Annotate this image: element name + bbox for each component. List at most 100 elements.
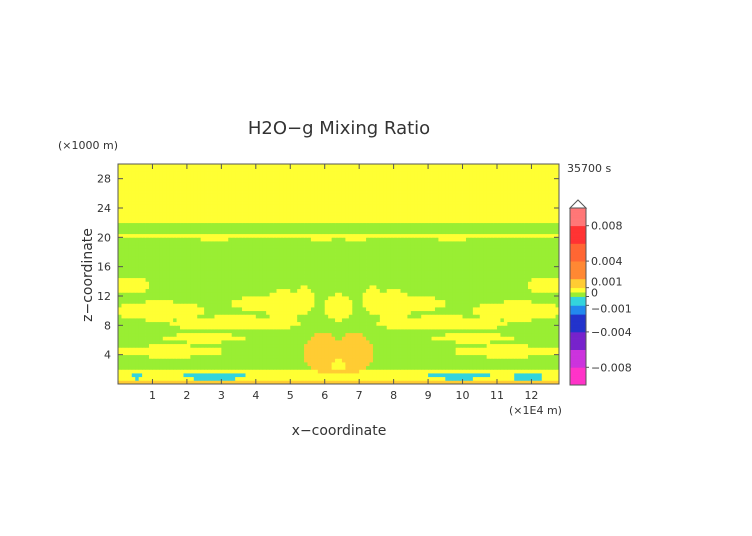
heatmap-cell bbox=[152, 281, 157, 286]
heatmap-cell bbox=[465, 285, 470, 290]
heatmap-cell bbox=[514, 292, 519, 297]
heatmap-cell bbox=[235, 380, 239, 385]
heatmap-cell bbox=[290, 288, 295, 293]
heatmap-cell bbox=[207, 277, 212, 282]
heatmap-cell bbox=[200, 332, 205, 337]
heatmap-cell bbox=[307, 241, 312, 246]
heatmap-cell bbox=[527, 255, 532, 260]
heatmap-cell bbox=[304, 380, 308, 385]
heatmap-cell bbox=[283, 299, 288, 304]
heatmap-cell bbox=[483, 252, 488, 257]
heatmap-cell bbox=[328, 252, 333, 257]
heatmap-cell bbox=[255, 299, 260, 304]
heatmap-cell bbox=[131, 252, 136, 257]
heatmap-cell bbox=[331, 270, 336, 275]
heatmap-cell bbox=[262, 281, 267, 286]
heatmap-cell bbox=[176, 281, 181, 286]
heatmap-cell bbox=[472, 351, 477, 356]
heatmap-cell bbox=[286, 332, 291, 337]
heatmap-cell bbox=[407, 354, 412, 359]
heatmap-cell bbox=[135, 347, 140, 352]
heatmap-cell bbox=[521, 299, 525, 304]
heatmap-cell bbox=[459, 285, 463, 290]
heatmap-cell bbox=[445, 266, 450, 271]
heatmap-cell bbox=[452, 241, 457, 246]
heatmap-cell bbox=[180, 310, 184, 315]
heatmap-cell bbox=[121, 336, 126, 341]
heatmap-cell bbox=[242, 343, 246, 348]
heatmap-cell bbox=[407, 274, 412, 279]
heatmap-cell bbox=[455, 244, 460, 249]
heatmap-cell bbox=[297, 325, 302, 330]
heatmap-cell bbox=[338, 376, 343, 381]
heatmap-cell bbox=[459, 325, 463, 330]
heatmap-cell bbox=[248, 332, 253, 337]
heatmap-cell bbox=[231, 369, 236, 374]
heatmap-cell bbox=[369, 252, 374, 257]
heatmap-cell bbox=[159, 376, 164, 381]
heatmap-cell bbox=[362, 266, 367, 271]
heatmap-cell bbox=[348, 310, 353, 315]
heatmap-cell bbox=[145, 329, 150, 334]
heatmap-cell bbox=[235, 362, 239, 367]
heatmap-cell bbox=[283, 329, 288, 334]
heatmap-cell bbox=[145, 241, 150, 246]
heatmap-cell bbox=[483, 244, 488, 249]
heatmap-cell bbox=[293, 288, 298, 293]
heatmap-cell bbox=[121, 299, 126, 304]
heatmap-cell bbox=[555, 351, 560, 356]
heatmap-cell bbox=[335, 325, 339, 330]
heatmap-cell bbox=[328, 343, 333, 348]
heatmap-cell bbox=[369, 343, 374, 348]
heatmap-cell bbox=[510, 270, 515, 275]
heatmap-cell bbox=[131, 274, 136, 279]
heatmap-cell bbox=[462, 285, 467, 290]
heatmap-cell bbox=[279, 274, 284, 279]
heatmap-cell bbox=[431, 362, 436, 367]
heatmap-cell bbox=[166, 362, 171, 367]
heatmap-cell bbox=[438, 285, 443, 290]
heatmap-cell bbox=[486, 266, 491, 271]
heatmap-cell bbox=[552, 365, 556, 370]
heatmap-cell bbox=[390, 347, 395, 352]
heatmap-cell bbox=[197, 347, 202, 352]
heatmap-cell bbox=[476, 266, 481, 271]
heatmap-cell bbox=[304, 373, 308, 378]
heatmap-cell bbox=[259, 244, 264, 249]
heatmap-cell bbox=[217, 274, 222, 279]
heatmap-cell bbox=[252, 318, 257, 323]
heatmap-cell bbox=[279, 270, 284, 275]
heatmap-cell bbox=[155, 248, 160, 253]
heatmap-cell bbox=[490, 285, 494, 290]
heatmap-cell bbox=[376, 336, 381, 341]
heatmap-cell bbox=[448, 241, 453, 246]
heatmap-cell bbox=[455, 351, 460, 356]
heatmap-cell bbox=[266, 325, 270, 330]
heatmap-cell bbox=[376, 314, 381, 319]
heatmap-cell bbox=[424, 248, 429, 253]
heatmap-cell bbox=[465, 307, 470, 312]
heatmap-cell bbox=[534, 285, 539, 290]
heatmap-cell bbox=[266, 347, 270, 352]
heatmap-cell bbox=[142, 340, 146, 345]
heatmap-cell bbox=[221, 354, 226, 359]
heatmap-cell bbox=[245, 347, 250, 352]
heatmap-cell bbox=[152, 303, 157, 308]
heatmap-cell bbox=[155, 285, 160, 290]
heatmap-cell bbox=[224, 285, 229, 290]
heatmap-cell bbox=[128, 292, 133, 297]
heatmap-cell bbox=[469, 314, 474, 319]
heatmap-cell bbox=[304, 281, 308, 286]
heatmap-cell bbox=[414, 296, 419, 301]
heatmap-cell bbox=[341, 292, 346, 297]
heatmap-cell bbox=[252, 252, 257, 257]
heatmap-cell bbox=[383, 318, 388, 323]
heatmap-cell bbox=[414, 270, 419, 275]
heatmap-cell bbox=[328, 263, 333, 268]
heatmap-cell bbox=[465, 255, 470, 260]
heatmap-cell bbox=[431, 321, 436, 326]
heatmap-cell bbox=[448, 285, 453, 290]
heatmap-cell bbox=[527, 303, 532, 308]
heatmap-cell bbox=[124, 270, 129, 275]
heatmap-cell bbox=[162, 274, 167, 279]
